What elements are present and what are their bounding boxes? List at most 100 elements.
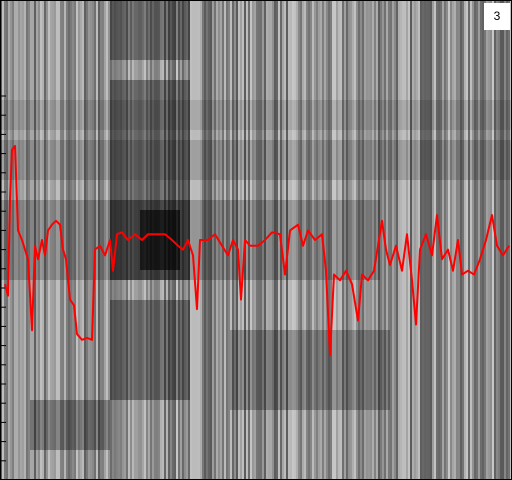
texture-column	[308, 0, 310, 480]
texture-column	[462, 0, 464, 480]
texture-column	[292, 0, 294, 480]
texture-column	[80, 0, 82, 480]
texture-column	[340, 0, 342, 480]
texture-column	[430, 0, 432, 480]
texture-column	[262, 0, 264, 480]
panel-label-box	[484, 3, 510, 30]
texture-column	[72, 0, 74, 480]
texture-column	[294, 0, 296, 480]
texture-column	[102, 0, 104, 480]
texture-column	[64, 0, 66, 480]
texture-column	[252, 0, 254, 480]
texture-column	[418, 0, 420, 480]
texture-column	[90, 0, 92, 480]
texture-column	[62, 0, 64, 480]
texture-column	[242, 0, 244, 480]
texture-column	[190, 0, 192, 480]
texture-column	[388, 0, 390, 480]
texture-block	[140, 210, 180, 270]
texture-column	[16, 0, 18, 480]
texture-column	[396, 0, 398, 480]
texture-column	[52, 0, 54, 480]
texture-column	[326, 0, 328, 480]
texture-column	[28, 0, 30, 480]
texture-column	[498, 0, 500, 480]
texture-column	[196, 0, 198, 480]
texture-column	[500, 0, 502, 480]
texture-block	[110, 0, 190, 60]
texture-column	[96, 0, 98, 480]
texture-column	[298, 0, 300, 480]
texture-column	[410, 0, 412, 480]
texture-column	[454, 0, 456, 480]
texture-column	[368, 0, 370, 480]
texture-column	[474, 0, 476, 480]
texture-column	[390, 0, 392, 480]
texture-column	[274, 0, 276, 480]
texture-column	[306, 0, 308, 480]
texture-column	[10, 0, 12, 480]
texture-column	[440, 0, 442, 480]
texture-column	[348, 0, 350, 480]
texture-column	[450, 0, 452, 480]
texture-column	[248, 0, 250, 480]
texture-column	[420, 0, 422, 480]
texture-column	[70, 0, 72, 480]
texture-column	[272, 0, 274, 480]
texture-column	[26, 0, 28, 480]
texture-column	[490, 0, 492, 480]
texture-column	[382, 0, 384, 480]
texture-column	[66, 0, 68, 480]
texture-column	[374, 0, 376, 480]
texture-column	[442, 0, 444, 480]
texture-column	[50, 0, 52, 480]
texture-column	[236, 0, 238, 480]
texture-column	[18, 0, 20, 480]
texture-column	[254, 0, 256, 480]
texture-column	[478, 0, 480, 480]
texture-column	[404, 0, 406, 480]
texture-column	[212, 0, 214, 480]
texture-column	[468, 0, 470, 480]
texture-column	[492, 0, 494, 480]
texture-column	[226, 0, 228, 480]
texture-column	[336, 0, 338, 480]
texture-column	[78, 0, 80, 480]
texture-column	[332, 0, 334, 480]
texture-column	[238, 0, 240, 480]
texture-column	[82, 0, 84, 480]
texture-column	[302, 0, 304, 480]
texture-block	[30, 400, 110, 450]
texture-column	[310, 0, 312, 480]
texture-column	[424, 0, 426, 480]
texture-column	[4, 0, 6, 480]
texture-column	[360, 0, 362, 480]
texture-column	[192, 0, 194, 480]
texture-column	[36, 0, 38, 480]
texture-column	[84, 0, 86, 480]
series-line	[4, 144, 510, 357]
texture-column	[352, 0, 354, 480]
texture-column	[400, 0, 402, 480]
texture-column	[370, 0, 372, 480]
texture-block	[230, 330, 390, 410]
texture-column	[276, 0, 278, 480]
texture-column	[74, 0, 76, 480]
texture-column	[34, 0, 36, 480]
texture-column	[30, 0, 32, 480]
texture-column	[412, 0, 414, 480]
texture-column	[350, 0, 352, 480]
texture-column	[224, 0, 226, 480]
texture-column	[448, 0, 450, 480]
texture-column	[346, 0, 348, 480]
texture-column	[354, 0, 356, 480]
texture-block	[0, 100, 512, 130]
texture-column	[444, 0, 446, 480]
texture-column	[58, 0, 60, 480]
texture-column	[376, 0, 378, 480]
texture-column	[338, 0, 340, 480]
texture-column	[494, 0, 496, 480]
texture-column	[464, 0, 466, 480]
texture-column	[362, 0, 364, 480]
